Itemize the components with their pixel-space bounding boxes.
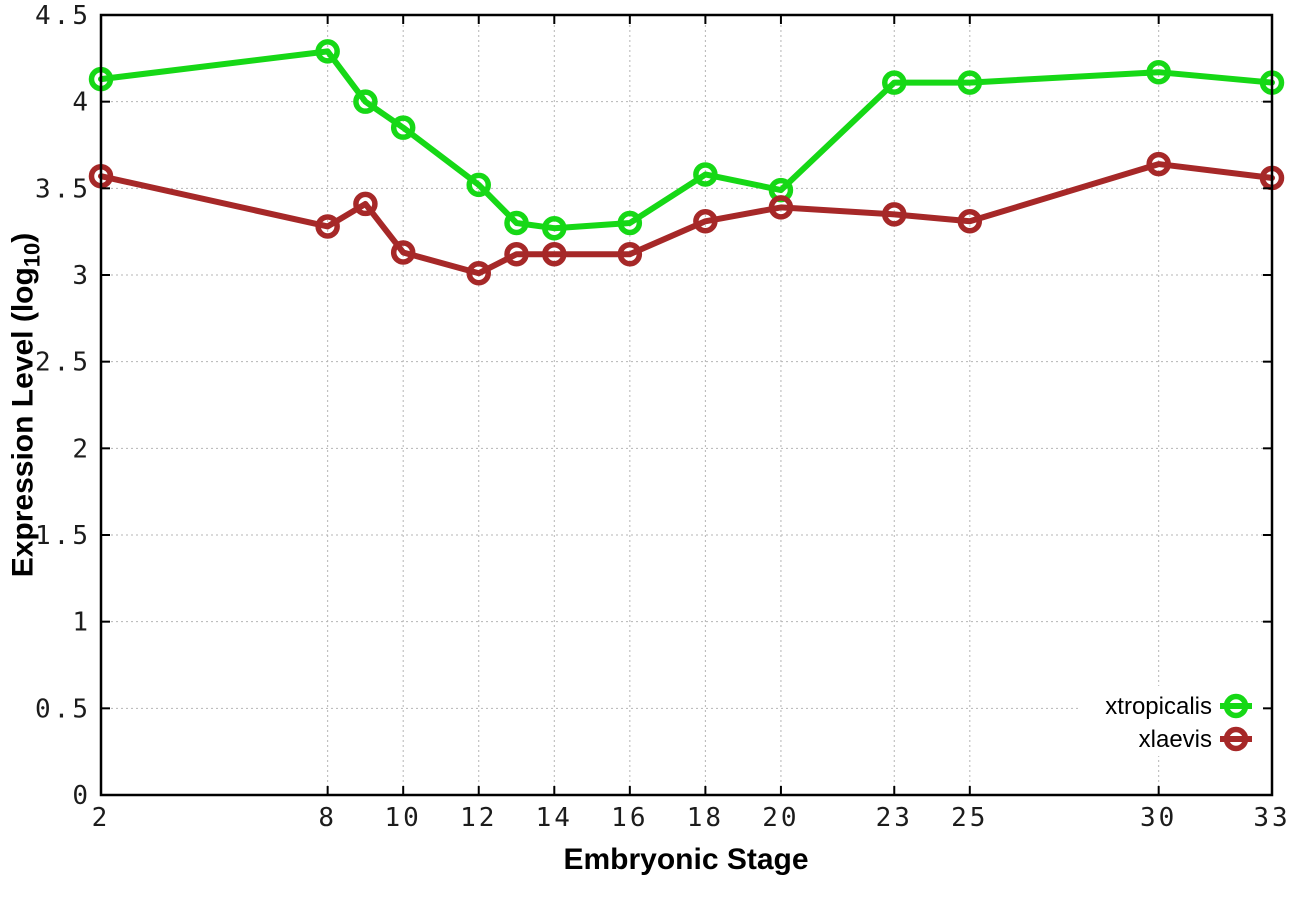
series-marker-xtropicalis [693, 162, 718, 187]
series-marker-xtropicalis [315, 39, 340, 64]
series-marker-xlaevis [882, 202, 907, 227]
x-tick-label: 10 [385, 803, 422, 833]
series-marker-xtropicalis [390, 115, 416, 140]
y-tick-label: 0 [72, 781, 91, 811]
series-marker-xlaevis [1146, 151, 1171, 177]
x-tick-label: 8 [318, 803, 337, 833]
y-axis-title: Expression Level (log10) [7, 233, 46, 578]
y-axis-title-text: Expression Level (log [6, 267, 40, 578]
x-tick-label: 18 [687, 803, 724, 833]
series-marker-xtropicalis [542, 215, 567, 241]
x-tick-label: 33 [1253, 803, 1290, 833]
series-marker-xlaevis [390, 240, 416, 265]
x-tick-label: 23 [876, 803, 913, 833]
series-line-xlaevis [98, 161, 1275, 277]
plot-border [99, 13, 1274, 797]
series-marker-xtropicalis [957, 70, 983, 95]
legend-sample-marker-xlaevis [1223, 726, 1249, 752]
series-marker-xlaevis [542, 241, 567, 267]
y-tick-label: 2.5 [35, 348, 91, 378]
legend-label-xlaevis: xlaevis [1139, 726, 1212, 753]
x-tick-label: 20 [762, 803, 799, 833]
series-marker-xlaevis [504, 241, 529, 267]
y-tick-label: 1.5 [35, 521, 91, 551]
series-marker-xlaevis [693, 209, 718, 234]
x-tick-label: 12 [460, 803, 497, 833]
legend-sample-marker-xtropicalis [1223, 693, 1249, 719]
series-marker-xtropicalis [882, 70, 907, 95]
y-axis-title-subscript: 10 [19, 242, 45, 268]
series-marker-xlaevis [957, 209, 983, 234]
series-marker-xlaevis [617, 241, 643, 267]
x-axis-title: Embryonic Stage [563, 843, 809, 876]
series-marker-xlaevis [466, 261, 491, 286]
legend-label-xtropicalis: xtropicalis [1105, 693, 1212, 720]
series-marker-xtropicalis [504, 210, 529, 236]
series-marker-xlaevis [353, 191, 378, 217]
series-marker-xlaevis [315, 214, 340, 239]
x-tick-label: 16 [611, 803, 648, 833]
y-tick-label: 0.5 [35, 694, 91, 724]
series-marker-xtropicalis [353, 89, 378, 114]
series-marker-xtropicalis [617, 210, 643, 236]
series-marker-xtropicalis [466, 172, 491, 198]
x-tick-label: 25 [951, 803, 988, 833]
y-tick-label: 3 [72, 261, 91, 291]
y-axis-title-suffix: ) [6, 232, 40, 243]
y-tick-label: 4 [72, 88, 91, 118]
y-tick-label: 1 [72, 608, 91, 638]
series-marker-xlaevis [768, 195, 794, 220]
x-tick-label: 2 [92, 803, 111, 833]
x-tick-label: 14 [536, 803, 573, 833]
y-tick-label: 4.5 [35, 1, 91, 31]
series-marker-xtropicalis [1146, 59, 1171, 85]
y-tick-label: 2 [72, 434, 91, 464]
y-tick-label: 3.5 [35, 174, 91, 204]
series-line-xtropicalis [98, 48, 1275, 232]
x-tick-label: 30 [1140, 803, 1177, 833]
